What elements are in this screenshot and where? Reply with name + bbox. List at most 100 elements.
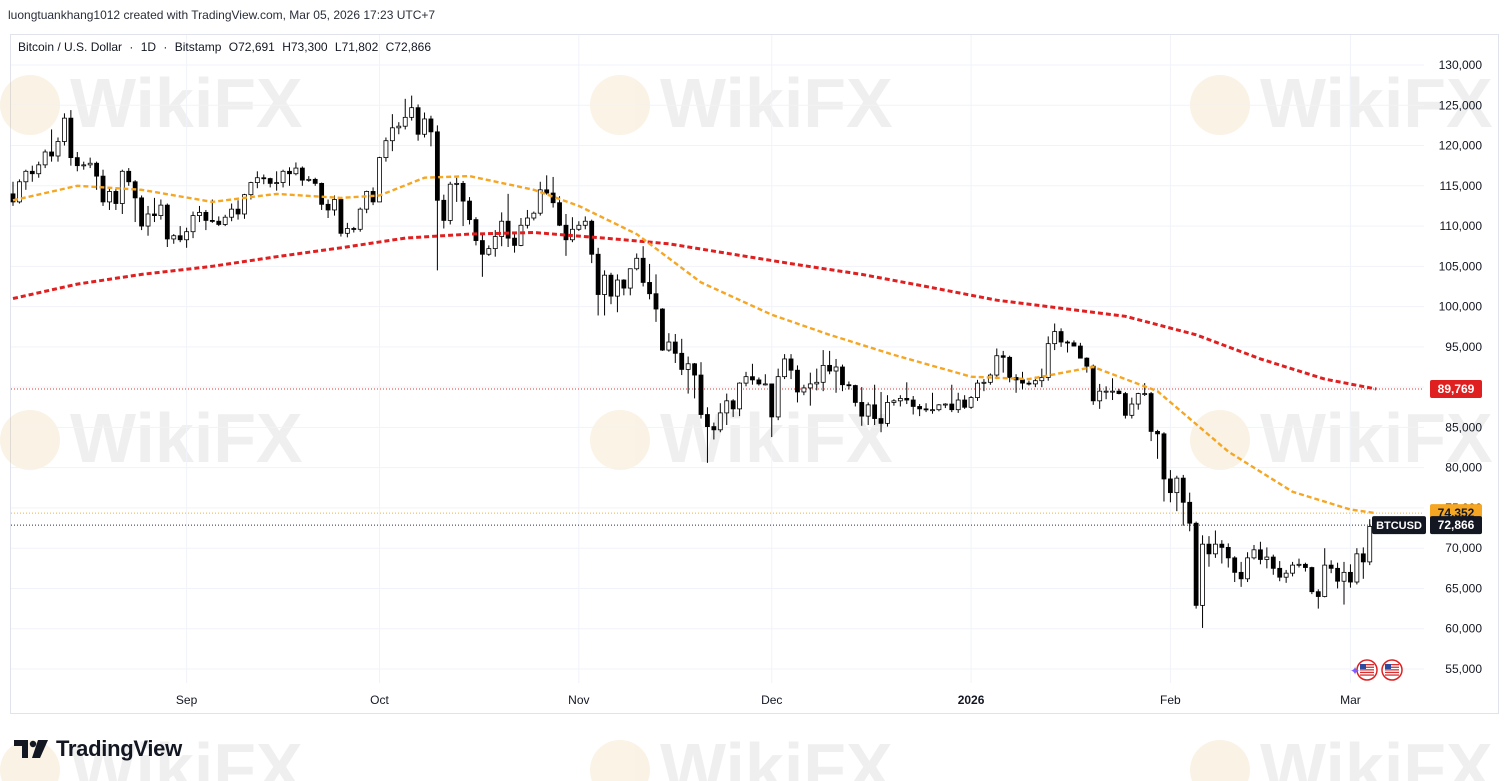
candle [750, 363, 755, 385]
y-tick-label: 60,000 [1445, 622, 1482, 636]
candle [537, 181, 543, 216]
symbol-tag-text: BTCUSD [1376, 520, 1422, 532]
flag-stripe [1385, 664, 1399, 666]
event-flags[interactable]: ✦ [1350, 659, 1403, 681]
candle [1174, 475, 1180, 512]
candle [505, 193, 511, 248]
candle-body [1052, 331, 1058, 345]
symbol-open: O72,691 [228, 40, 275, 54]
candle-body [171, 235, 177, 240]
candle [216, 216, 222, 227]
watermark-lion-icon [0, 410, 60, 470]
y-tick-label: 65,000 [1445, 581, 1482, 595]
flag-stripe [1385, 671, 1399, 674]
candle [1264, 547, 1270, 569]
candle-body [68, 117, 74, 159]
candle [1097, 383, 1103, 409]
symbol-name: Bitcoin / U.S. Dollar [18, 40, 123, 54]
candle-body [492, 236, 498, 250]
watermark-text: WikiFX [660, 729, 893, 781]
candle [550, 176, 556, 208]
sparkle-icon: ✦ [1350, 664, 1360, 678]
candle [1360, 547, 1366, 579]
candle-body [422, 118, 427, 135]
y-tick-label: 130,000 [1439, 58, 1483, 72]
candle-body [827, 364, 833, 372]
candle-body [705, 414, 710, 427]
candle-body [897, 398, 903, 402]
candle-body [1020, 379, 1025, 384]
watermark-lion-icon [1190, 740, 1250, 781]
y-tick-label: 85,000 [1445, 420, 1482, 434]
candle [647, 263, 652, 300]
candle-body [1103, 390, 1109, 393]
candle-body [923, 408, 929, 411]
candle-body [197, 211, 202, 216]
candle [544, 175, 550, 195]
candle [332, 195, 337, 216]
candle-body [447, 183, 453, 221]
candle [1122, 391, 1128, 419]
candle-body [1007, 356, 1013, 378]
candle-body [537, 189, 543, 214]
candle-body [1187, 501, 1193, 524]
candle [769, 383, 775, 438]
candle-body [968, 397, 974, 408]
candle-body [981, 381, 987, 384]
candle [299, 166, 305, 186]
moving-averages [12, 174, 1377, 515]
candle-body [621, 279, 627, 289]
candle [479, 233, 485, 277]
candle [1148, 391, 1154, 442]
candle [1052, 323, 1058, 351]
time-axis[interactable]: Sep Oct Nov Dec 2026 Feb Mar [176, 693, 1361, 707]
candle-body [1135, 393, 1141, 405]
candle-body [1251, 549, 1257, 559]
candle [29, 165, 35, 182]
candle-body [698, 374, 704, 415]
watermark-lion-icon [0, 740, 60, 781]
candle-body [1206, 543, 1212, 555]
candle [1187, 492, 1193, 532]
candle [1084, 357, 1090, 373]
y-tick-label: 125,000 [1439, 98, 1483, 112]
candle [692, 362, 697, 399]
candle-body [557, 202, 562, 226]
flag-canton [1360, 664, 1366, 669]
candle-body [595, 253, 601, 295]
candlestick-series [10, 95, 1379, 628]
candle [1116, 388, 1122, 395]
watermark-text: WikiFX [660, 64, 893, 142]
candle-body [660, 308, 665, 351]
candle-body [357, 208, 363, 230]
candle [660, 308, 665, 351]
candle-body [910, 399, 916, 407]
candle-body [1335, 567, 1340, 582]
candle-body [396, 125, 402, 129]
candle-body [1161, 433, 1167, 480]
price-axis[interactable]: 55,00060,00065,00070,00075,00080,00085,0… [1439, 58, 1483, 676]
candle-body [332, 199, 337, 211]
candle-body [820, 364, 826, 383]
candle [711, 422, 717, 440]
candle [274, 171, 280, 191]
tradingview-brand[interactable]: TradingView [14, 736, 182, 762]
candle-body [325, 203, 331, 211]
candle-body [1290, 564, 1295, 574]
candle [1335, 562, 1340, 589]
candle [1258, 541, 1263, 565]
candle-body [955, 399, 961, 411]
candle [1007, 355, 1013, 383]
candle-body [576, 224, 582, 230]
price-tag-text: 72,866 [1438, 518, 1475, 532]
candle-body [383, 140, 389, 159]
candle-body [782, 358, 787, 378]
candle [872, 384, 878, 425]
candle [602, 270, 607, 316]
candle [1354, 548, 1360, 585]
candle-body [126, 170, 132, 183]
symbol-legend[interactable]: Bitcoin / U.S. Dollar · 1D · Bitstamp O7… [18, 40, 435, 54]
candle-body [1238, 571, 1244, 580]
candle [422, 112, 427, 138]
